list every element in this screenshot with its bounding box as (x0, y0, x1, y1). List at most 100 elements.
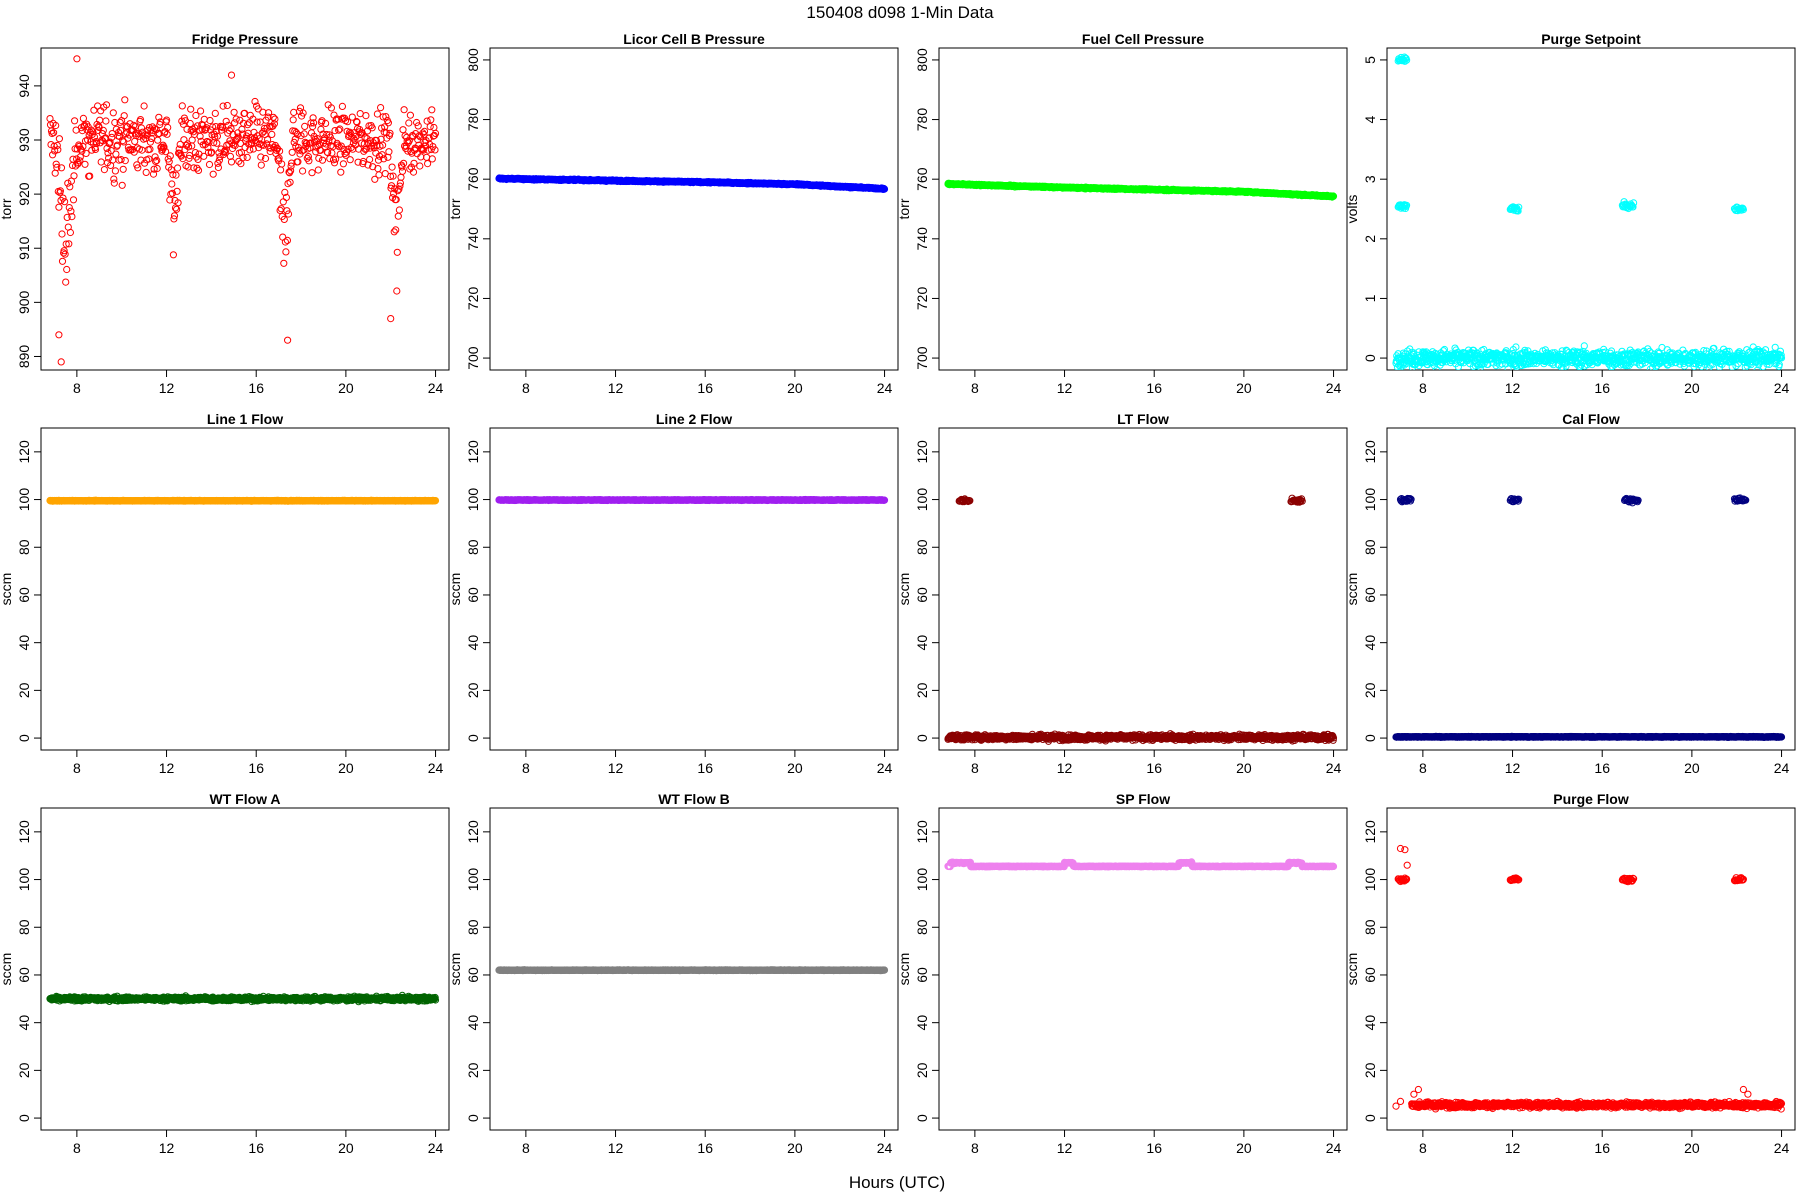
data-point (167, 166, 175, 174)
data-point (227, 71, 236, 79)
data-point (283, 207, 291, 215)
data-point (318, 156, 327, 164)
y-axis-label: sccm (0, 573, 14, 606)
data-point (280, 215, 288, 223)
data-point (55, 135, 64, 143)
data-point (371, 175, 379, 183)
data-point (53, 163, 61, 171)
data-point (431, 129, 440, 137)
data-point (55, 331, 63, 339)
data-point (393, 248, 401, 256)
data-point (62, 240, 70, 248)
data-point (366, 155, 374, 164)
data-point (174, 199, 182, 207)
data-point (187, 105, 195, 113)
x-tick-label: 8 (73, 380, 81, 396)
data-point (194, 155, 202, 163)
data-point (254, 105, 262, 113)
data-point (423, 117, 431, 125)
y-tick-label: 700 (914, 346, 930, 370)
y-tick-label: 890 (16, 345, 32, 369)
y-tick-label: 780 (914, 108, 930, 132)
x-tick-label: 20 (1236, 380, 1252, 396)
data-point (166, 152, 174, 160)
data-point (295, 107, 304, 116)
data-point (1741, 363, 1749, 370)
data-point (249, 145, 257, 153)
data-point (1777, 351, 1785, 359)
data-point (286, 178, 294, 186)
data-point (221, 146, 229, 154)
data-point (304, 153, 312, 161)
data-point (151, 153, 159, 161)
panel-title: Fridge Pressure (192, 31, 299, 47)
data-point (361, 145, 369, 154)
data-point (136, 116, 145, 124)
x-tick-label: 16 (248, 380, 264, 396)
data-point (255, 135, 263, 143)
data-points (1392, 53, 1786, 370)
data-point (162, 148, 170, 156)
data-point (102, 117, 110, 125)
data-point (257, 153, 265, 161)
x-tick-label: 8 (522, 380, 530, 396)
data-point (276, 147, 284, 155)
data-point (308, 169, 316, 177)
data-point (208, 148, 216, 156)
data-point (147, 134, 155, 142)
y-tick-label: 940 (16, 74, 32, 98)
y-tick-label: 1 (1362, 294, 1378, 302)
data-point (342, 151, 350, 159)
x-tick-label: 24 (877, 380, 893, 396)
data-point (327, 104, 335, 112)
data-point (219, 102, 227, 110)
data-point (251, 97, 259, 106)
data-point (1400, 56, 1408, 65)
data-point (1629, 203, 1637, 211)
data-point (290, 108, 298, 117)
data-point (400, 106, 408, 114)
data-point (204, 143, 212, 151)
data-point (331, 127, 339, 135)
data-point (57, 164, 66, 172)
data-point (1403, 201, 1411, 209)
data-point (189, 125, 197, 133)
data-point (66, 228, 75, 237)
data-point (223, 101, 231, 110)
data-point (215, 156, 223, 164)
data-point (227, 158, 236, 166)
data-point (1429, 351, 1437, 359)
data-point (237, 148, 245, 156)
data-point (287, 167, 295, 175)
data-point (53, 141, 61, 150)
data-point (336, 125, 344, 133)
data-point (1771, 343, 1779, 351)
data-point (112, 150, 120, 158)
data-point (295, 146, 303, 154)
y-tick-label: 800 (914, 48, 930, 72)
data-point (281, 188, 289, 196)
data-point (97, 158, 105, 166)
data-point (326, 133, 334, 141)
data-point (334, 141, 342, 149)
data-point (111, 118, 119, 127)
data-point (283, 236, 291, 244)
data-point (71, 117, 79, 125)
panel-title: Licor Cell B Pressure (623, 31, 765, 47)
data-point (70, 172, 78, 180)
data-point (1662, 359, 1670, 367)
data-point (117, 126, 125, 134)
data-point (69, 196, 78, 204)
data-point (51, 169, 59, 177)
data-point (113, 141, 122, 149)
data-point (118, 181, 126, 189)
data-point (233, 134, 241, 142)
data-point (61, 198, 69, 206)
data-point (86, 172, 94, 180)
data-point (173, 187, 181, 195)
data-point (399, 126, 407, 134)
data-point (81, 160, 89, 168)
data-point (193, 122, 202, 130)
